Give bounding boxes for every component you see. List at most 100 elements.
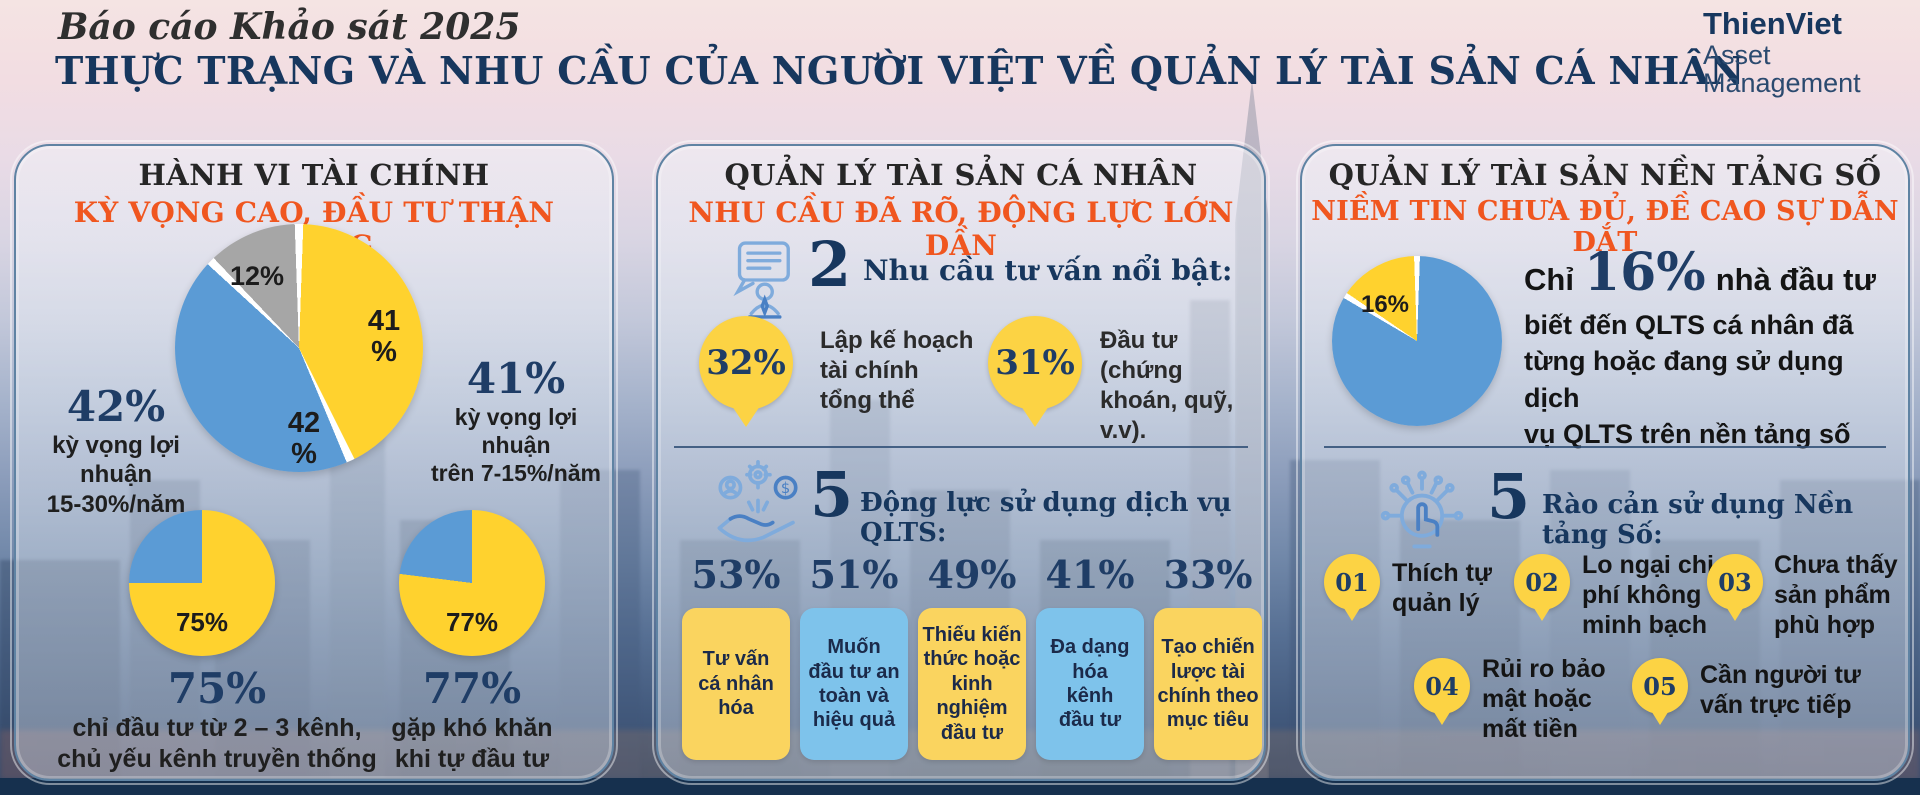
stat-42-value: 42% [66,382,166,431]
building [1550,470,1630,795]
panel2-divider [674,446,1248,448]
brand-logo-name: ThienViet [1703,6,1842,41]
need-pin-2-circle: 31% [988,316,1082,410]
brand-logo: ThienViet Asset Management [1703,6,1920,98]
barrier-pin-01: 01 [1324,554,1380,631]
stat-42-caption: kỳ vọng lợi nhuận 15-30%/năm [46,432,186,518]
barrier-02-circle: 02 [1514,554,1570,610]
barrier-03-circle: 03 [1707,554,1763,610]
pin-tail [1725,605,1745,631]
page-title: THỰC TRẠNG VÀ NHU CẦU CỦA NGƯỜI VIỆT VỀ … [55,48,1745,93]
pin-tail [1019,403,1051,443]
barriers-count: 5 [1487,460,1531,533]
report-kicker: Báo cáo Khảo sát 2025 [58,6,521,48]
pin-tail [1432,709,1452,735]
need-pin-1-circle: 32% [699,316,793,410]
stat-77-value: 77% [422,664,522,713]
barrier-pin-05: 05 [1632,658,1688,735]
panel2-title: QUẢN LÝ TÀI SẢN CÁ NHÂN [724,158,1198,192]
motivations-count: 5 [810,458,854,531]
need-2-label: Đầu tư (chứng khoán, quỹ, v.v). [1100,327,1234,444]
digital-touch-icon [1374,460,1470,556]
building [1400,520,1520,795]
pin-tail [1650,709,1670,735]
barrier-pin-04: 04 [1414,658,1470,735]
consultation-icon [716,238,800,322]
motivation-1-value: 53% [691,552,781,597]
pin-tail [1532,605,1552,631]
barrier-04-num: 04 [1425,671,1459,701]
stat-41: 41% kỳ vọng lợi nhuận trên 7-15%/năm [418,354,614,487]
motivations-label: Động lực sử dụng dịch vụ QLTS: [860,488,1232,548]
stat-42: 42% kỳ vọng lợi nhuận 15-30%/năm [20,382,212,519]
pie-slice-label-42: 42 % [287,407,321,471]
awareness-pie-label: 16% [1360,291,1410,318]
channels-pie-chart: 75% [129,510,275,656]
panel-financial-behavior: HÀNH VI TÀI CHÍNH KỲ VỌNG CAO, ĐẦU TƯ TH… [10,140,618,785]
barrier-02-label: Lo ngại chi phí không minh bạch [1582,551,1714,639]
motivation-2-value: 51% [809,552,899,597]
barrier-05-num: 05 [1643,671,1677,701]
barrier-04-label: Rủi ro bảo mật hoặc mất tiền [1482,655,1606,743]
barrier-03-label: Chưa thấy sản phẩm phù hợp [1774,551,1898,639]
expectation-pie-chart: 41 % 42 % 12% [175,224,423,472]
motivation-1-box: Tư vấn cá nhân hóa [682,608,790,760]
building [1290,460,1380,795]
motivation-5-value: 33% [1163,552,1253,597]
building [330,430,385,795]
need-2-value: 31% [995,343,1075,383]
need-1-value: 32% [706,343,786,383]
need-pin-1: 32% [699,316,793,443]
motivation-3-box: Thiếu kiến thức hoặc kinh nghiệm đầu tư [918,608,1026,760]
barrier-01-circle: 01 [1324,554,1380,610]
channels-pie-label: 75% [175,607,229,637]
barriers-label: Rào cản sử dụng Nền tảng Số: [1542,490,1854,550]
barrier-05-circle: 05 [1632,658,1688,714]
stat-75-value: 75% [167,664,267,713]
barrier-01-num: 01 [1335,567,1369,597]
panel3-title: QUẢN LÝ TÀI SẢN NỀN TẢNG SỐ [1328,158,1882,192]
panel3-divider [1324,446,1886,448]
pin-tail [1342,605,1362,631]
motivation-2-box: Muốn đầu tư an toàn và hiệu quả [800,608,908,760]
pie-slice-label-41: 41 % [367,305,401,369]
awareness-pie-chart: 16% [1332,256,1502,426]
building [560,470,640,795]
panel1-title: HÀNH VI TÀI CHÍNH [138,158,490,192]
barrier-pin-03: 03 [1707,554,1763,631]
pie-slice-label-12: 12% [229,261,285,291]
panel2-subtitle: NHU CẦU ĐÃ RÕ, ĐỘNG LỰC LỚN DẦN [688,196,1234,262]
barrier-03-num: 03 [1718,567,1752,597]
barrier-04-circle: 04 [1414,658,1470,714]
difficulty-pie-chart: 77% [399,510,545,656]
stat-75: 75% chỉ đầu tư từ 2 – 3 kênh, chủ yếu kê… [42,664,392,774]
barrier-01-label: Thích tự quản lý [1392,559,1493,617]
need-1-label: Lập kế hoạch tài chính tổng thể [820,327,974,414]
background-river-strip [0,778,1920,795]
panel-personal-wealth: QUẢN LÝ TÀI SẢN CÁ NHÂN NHU CẦU ĐÃ RÕ, Đ… [652,140,1270,785]
pin-tail [730,403,762,443]
brand-logo-sub: Asset Management [1703,39,1861,98]
barrier-02-num: 02 [1525,567,1559,597]
stat-75-caption: chỉ đầu tư từ 2 – 3 kênh, chủ yếu kênh t… [57,714,377,773]
stat-77-caption: gặp khó khăn khi tự đầu tư [391,714,553,773]
motivation-4-box: Đa dạng hóa kênh đầu tư [1036,608,1144,760]
needs-label: Nhu cầu tư vấn nổi bật: [863,254,1233,287]
awareness-highlight: Chỉ 16% nhà đầu tư biết đến QLTS cá nhân… [1524,242,1904,453]
highlight-value: 16% [1583,242,1706,303]
needs-count: 2 [808,228,852,301]
stat-41-caption: kỳ vọng lợi nhuận trên 7-15%/năm [430,404,601,487]
hand-assets-icon: $ [712,460,804,552]
barrier-pin-02: 02 [1514,554,1570,631]
motivation-4-value: 41% [1045,552,1135,597]
highlight-lines: biết đến QLTS cá nhân đã từng hoặc đang … [1524,310,1854,450]
motivation-5-box: Tạo chiến lược tài chính theo mục tiêu [1154,608,1262,760]
need-pin-2: 31% [988,316,1082,443]
stat-77: 77% gặp khó khăn khi tự đầu tư [342,664,602,774]
stat-41-value: 41% [466,354,566,403]
barrier-05-label: Cần người tư vấn trực tiếp [1700,661,1861,719]
svg-text:$: $ [781,480,790,497]
building [1780,480,1920,795]
highlight-prefix: Chỉ [1524,262,1574,297]
